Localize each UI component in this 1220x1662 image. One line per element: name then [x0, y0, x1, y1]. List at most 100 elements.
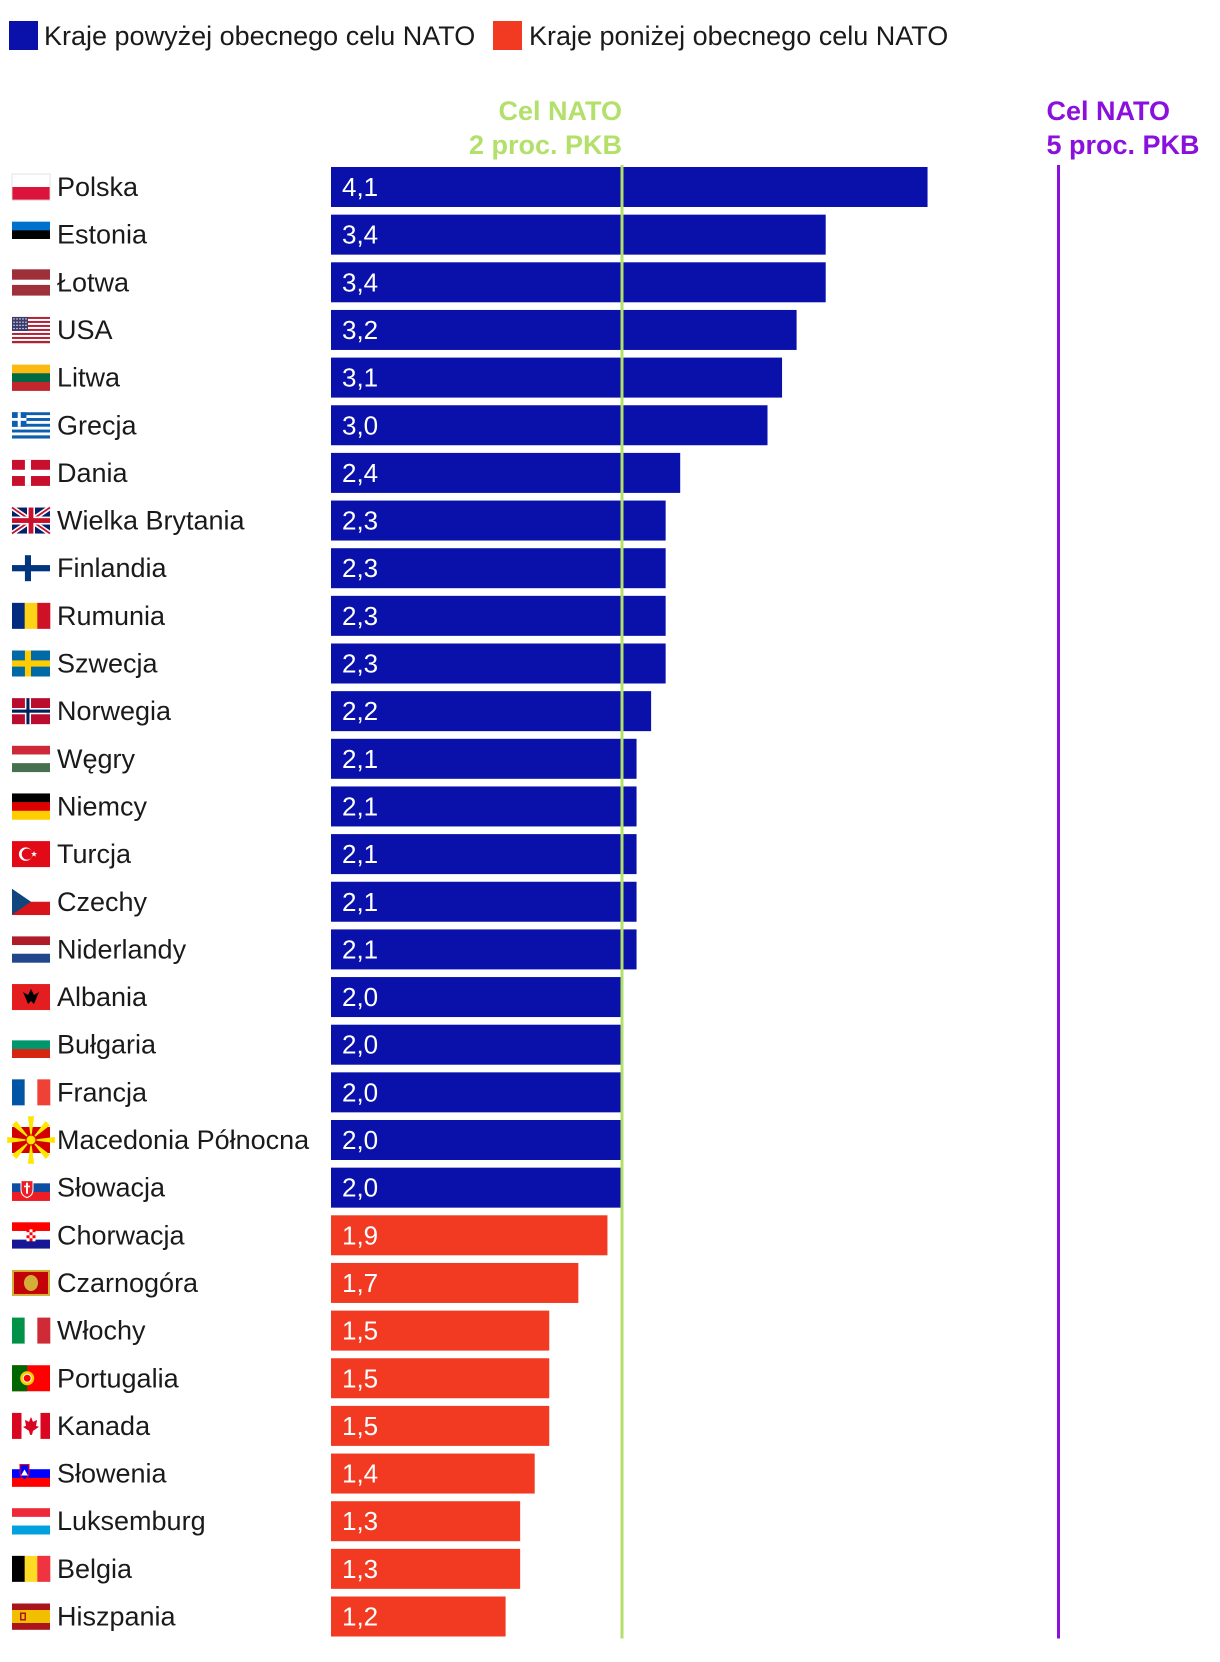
flag-lv-icon: [12, 269, 50, 296]
bar-value-label: 1,5: [342, 1316, 378, 1346]
category-label: Niemcy: [57, 791, 148, 821]
category-label: Macedonia Północna: [57, 1125, 310, 1155]
reference-line-labels: Cel NATO 2 proc. PKB Cel NATO 5 proc. PKB: [469, 96, 1200, 160]
bar-value-label: 1,2: [342, 1602, 378, 1632]
legend-item-0: Kraje powyżej obecnego celu NATO: [9, 21, 475, 51]
bar: [331, 1405, 550, 1446]
legend: Kraje powyżej obecnego celu NATO Kraje po…: [9, 21, 948, 51]
flag-sk-icon: [12, 1174, 50, 1201]
bar: [331, 452, 681, 493]
category-label: Włochy: [57, 1316, 146, 1346]
category-label: Kanada: [57, 1411, 151, 1441]
bar-value-label: 1,3: [342, 1554, 378, 1584]
bar: [331, 309, 797, 350]
bar: [331, 834, 637, 875]
flag-gb-icon: [10, 505, 52, 536]
flag-hr-icon: [12, 1222, 50, 1249]
row-Dania: Dania 2,4: [12, 452, 681, 493]
row-Macedonia Północna: Macedonia Północna 2,0: [7, 1116, 622, 1164]
bar-value-label: 3,2: [342, 315, 378, 345]
category-label: Portugalia: [57, 1363, 180, 1393]
category-label: Grecja: [57, 410, 138, 440]
flag-me-icon: [12, 1269, 50, 1296]
bar-value-label: 2,3: [342, 553, 378, 583]
bar: [331, 1358, 550, 1399]
legend-swatch: [9, 21, 38, 50]
flag-be-icon: [12, 1555, 51, 1582]
flag-de-icon: [12, 793, 50, 820]
row-USA: USA 3,2: [12, 309, 797, 350]
flag-ee-icon: [12, 221, 50, 248]
bar: [331, 1120, 622, 1160]
row-Chorwacja: Chorwacja 1,9: [12, 1215, 608, 1256]
row-Węgry: Węgry 2,1: [12, 738, 637, 779]
bar: [331, 500, 666, 541]
reference-line-title: Cel NATO: [498, 96, 622, 126]
category-label: Węgry: [57, 744, 136, 774]
reference-line-title: Cel NATO: [1047, 96, 1171, 126]
flag-se-icon: [12, 650, 50, 677]
bar-value-label: 2,0: [342, 1030, 378, 1060]
bar: [331, 1453, 535, 1494]
bar-value-label: 2,0: [342, 982, 378, 1012]
bar-value-label: 2,4: [342, 458, 378, 488]
flag-al-icon: [12, 984, 50, 1011]
flag-cz-icon: [12, 888, 50, 916]
row-Belgia: Belgia 1,3: [12, 1548, 521, 1589]
flag-fi-icon: [12, 555, 50, 582]
category-label: Chorwacja: [57, 1220, 186, 1250]
bar-value-label: 2,3: [342, 601, 378, 631]
bar: [331, 786, 637, 827]
category-label: Francja: [57, 1077, 148, 1107]
category-label: Wielka Brytania: [57, 506, 246, 536]
row-Polska: Polska 4,1: [11, 167, 928, 207]
flag-dk-icon: [12, 459, 50, 486]
bar-value-label: 2,3: [342, 506, 378, 536]
bar: [331, 1310, 550, 1351]
bar: [331, 167, 928, 207]
bar: [331, 881, 637, 922]
row-Szwecja: Szwecja 2,3: [12, 643, 666, 684]
bar-value-label: 3,0: [342, 410, 378, 440]
row-Hiszpania: Hiszpania 1,2: [12, 1596, 506, 1637]
row-Czarnogóra: Czarnogóra 1,7: [12, 1262, 579, 1303]
bar-value-label: 2,0: [342, 1077, 378, 1107]
flag-pt-icon: [12, 1365, 50, 1392]
flag-bg-icon: [12, 1031, 50, 1058]
row-Finlandia: Finlandia 2,3: [12, 548, 666, 589]
bar: [331, 214, 826, 255]
category-label: Turcja: [57, 839, 132, 869]
flag-nl-icon: [12, 936, 50, 963]
row-Słowenia: Słowenia 1,4: [12, 1453, 535, 1494]
category-label: Rumunia: [57, 601, 166, 631]
bar: [331, 738, 637, 779]
bar: [331, 548, 666, 589]
row-Grecja: Grecja 3,0: [12, 405, 768, 446]
row-Łotwa: Łotwa 3,4: [12, 262, 826, 303]
bar: [331, 977, 622, 1018]
bar-value-label: 1,7: [342, 1268, 378, 1298]
flag-tr-icon: [12, 841, 50, 868]
bar: [331, 691, 652, 732]
bar: [331, 1501, 521, 1542]
bar-rows: Polska 4,1 Estonia 3,4 Łotwa 3,4 USA 3,2 Litwa 3,…: [7, 167, 928, 1637]
bar-value-label: 4,1: [342, 172, 378, 202]
bar-value-label: 3,4: [342, 267, 378, 297]
row-Słowacja: Słowacja 2,0: [12, 1167, 622, 1208]
bar: [331, 405, 768, 446]
category-label: Słowacja: [57, 1173, 166, 1203]
category-label: Czarnogóra: [57, 1268, 199, 1298]
bar-value-label: 1,3: [342, 1506, 378, 1536]
bar: [331, 1215, 608, 1256]
flag-hu-icon: [12, 745, 50, 773]
bar-value-label: 2,1: [342, 791, 378, 821]
row-Bułgaria: Bułgaria 2,0: [12, 1024, 622, 1065]
category-label: Luksemburg: [57, 1506, 206, 1536]
flag-gr-icon: [12, 412, 50, 439]
flag-es-icon: [12, 1603, 50, 1630]
bar-value-label: 3,1: [342, 363, 378, 393]
bar-value-label: 1,5: [342, 1411, 378, 1441]
bar-value-label: 2,2: [342, 696, 378, 726]
row-Włochy: Włochy 1,5: [12, 1310, 550, 1351]
